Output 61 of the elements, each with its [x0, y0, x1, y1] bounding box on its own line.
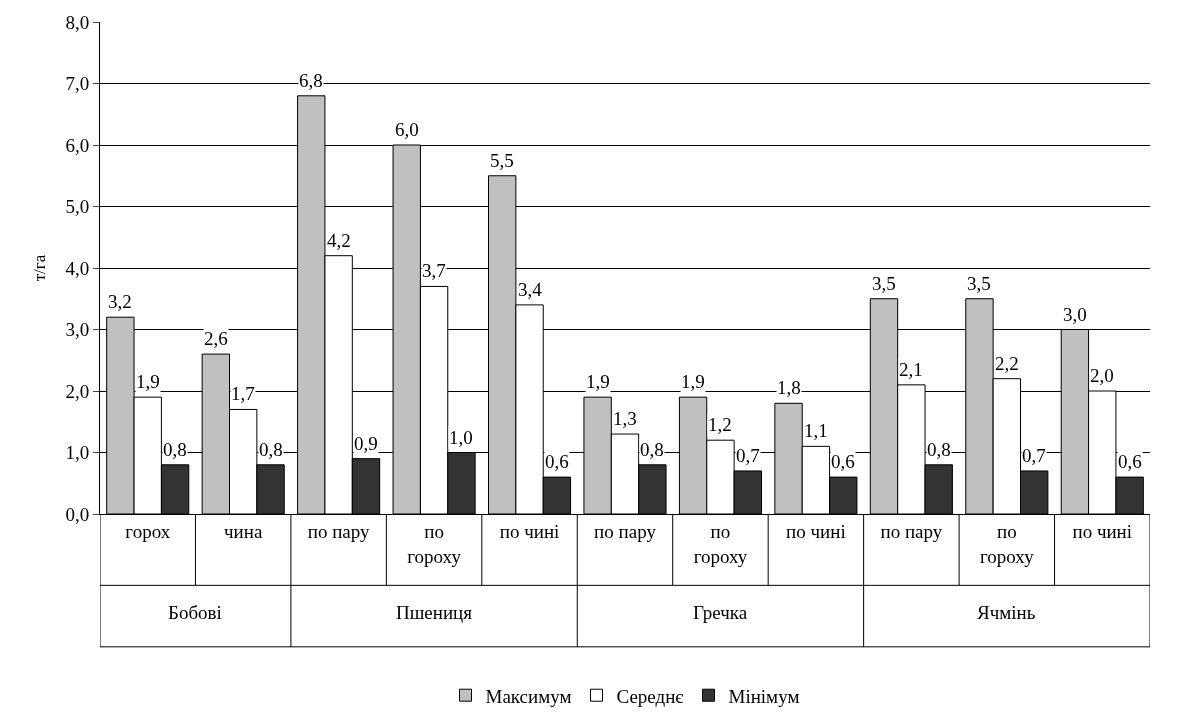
data-label: 0,8 — [640, 439, 664, 460]
x-tick-label: по пару — [307, 520, 371, 542]
data-label: 1,9 — [586, 371, 610, 392]
data-label: 2,0 — [1090, 365, 1114, 386]
legend-label: Середнє — [616, 685, 684, 707]
data-label: 1,9 — [136, 371, 160, 392]
data-label: 1,2 — [708, 414, 732, 435]
data-label: 1,0 — [449, 427, 473, 448]
data-label: 0,6 — [831, 451, 855, 472]
data-label: 3,0 — [1063, 304, 1087, 325]
x-tick-label: по чині — [786, 520, 846, 542]
data-label: 2,1 — [899, 359, 923, 380]
x-tick-label: по пару — [594, 520, 657, 542]
y-axis-title: т/га — [30, 254, 49, 282]
data-label: 0,8 — [927, 439, 951, 460]
data-label: 3,5 — [872, 273, 896, 294]
x-tick-label: по чині — [499, 520, 560, 542]
x-tick-label: горох — [125, 520, 171, 542]
y-tick-label: 5,0 — [65, 196, 90, 218]
y-tick-label: 8,0 — [65, 11, 90, 33]
data-label: 1,3 — [613, 408, 637, 429]
y-tick-label: 0,0 — [65, 503, 90, 525]
data-label: 0,8 — [259, 439, 283, 460]
data-label: 3,5 — [967, 273, 991, 294]
data-label: 2,2 — [995, 353, 1019, 374]
x-tick-label: по гороху — [980, 520, 1035, 567]
text: Гречка — [693, 602, 748, 623]
data-label: 1,7 — [231, 383, 255, 404]
legend-label: Максимум — [485, 685, 572, 707]
data-label: 0,6 — [1118, 451, 1142, 472]
data-label: 0,7 — [1022, 445, 1046, 466]
data-label: 3,4 — [518, 279, 543, 300]
text: Пшениця — [396, 602, 473, 623]
x-tick-label: чина — [224, 520, 263, 542]
data-label: 0,8 — [163, 439, 187, 460]
x-tick-label: по гороху — [407, 520, 462, 567]
data-label: 6,0 — [395, 119, 419, 140]
text: Бобові — [168, 602, 222, 623]
data-label: 5,5 — [490, 150, 514, 171]
data-label: 6,8 — [299, 70, 323, 91]
data-label: 1,8 — [777, 377, 801, 398]
data-label: 0,6 — [545, 451, 569, 472]
data-label: 0,9 — [354, 433, 378, 454]
data-label: 1,1 — [804, 420, 828, 441]
data-label: 4,2 — [327, 230, 351, 251]
data-label: 3,2 — [108, 291, 132, 312]
text: Ячмінь — [977, 602, 1036, 623]
data-label: 3,7 — [422, 260, 446, 281]
y-tick-label: 4,0 — [65, 257, 90, 279]
data-label: 0,7 — [736, 445, 760, 466]
y-tick-label: 1,0 — [65, 442, 90, 464]
x-tick-label: по чині — [1072, 520, 1133, 542]
y-tick-label: 6,0 — [65, 134, 90, 156]
data-label: 1,9 — [681, 371, 705, 392]
x-tick-label: по гороху — [693, 520, 748, 567]
y-tick-label: 7,0 — [65, 73, 90, 95]
legend-label: Мінімум — [728, 685, 800, 707]
y-tick-label: 2,0 — [65, 380, 90, 402]
y-tick-label: 3,0 — [65, 319, 90, 341]
x-tick-label: по пару — [880, 520, 943, 542]
data-label: 2,6 — [204, 328, 228, 349]
